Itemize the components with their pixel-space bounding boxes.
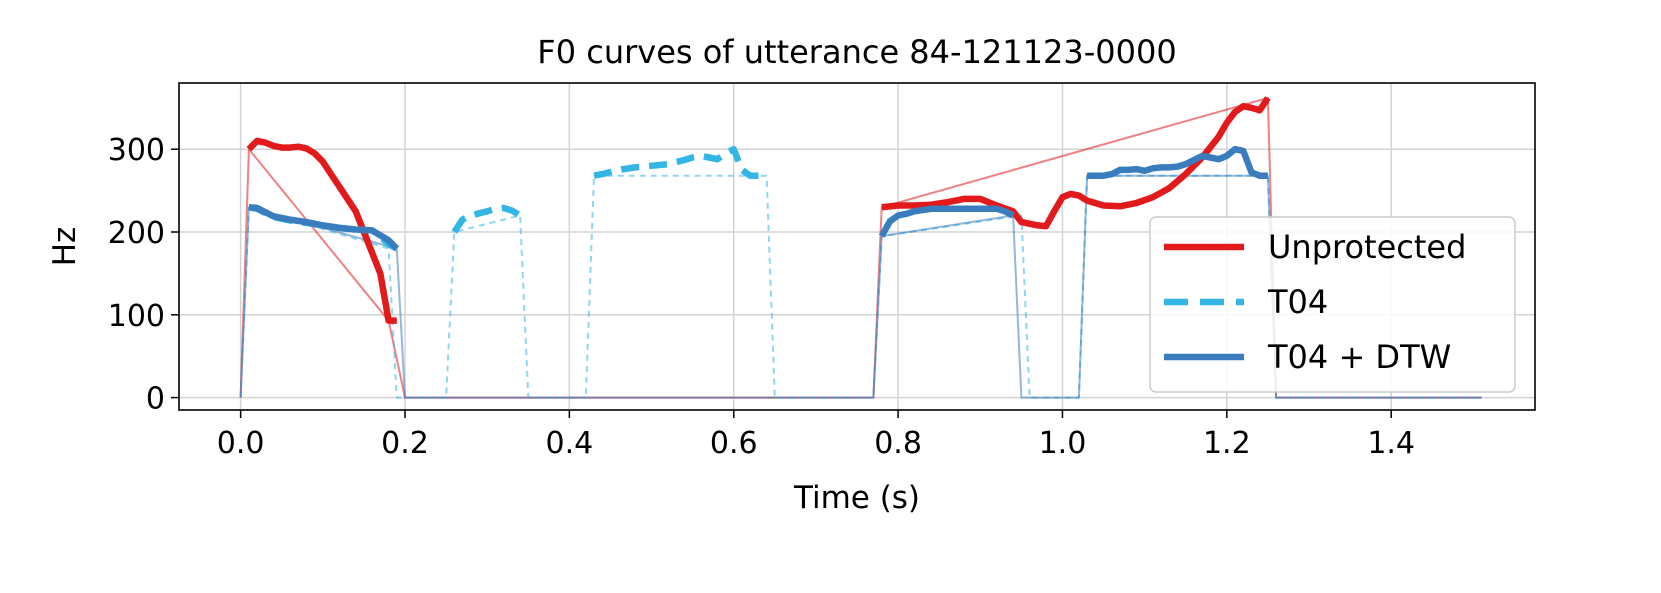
legend-label-unprotected: Unprotected [1268,228,1466,266]
x-axis-label: Time (s) [793,480,920,516]
legend: Unprotected T04 T04 + DTW [1149,216,1516,393]
series-t04-dtw-segment [1087,145,1268,179]
y-tick-label: 0 [146,382,165,417]
series-unprotected-segment [881,96,1271,230]
y-tick-label: 300 [108,133,165,168]
x-tick-label: 1.2 [1203,426,1251,461]
series-t04-full-line [239,174,1482,399]
y-tick-label: 200 [108,216,165,251]
x-tick-label: 0.8 [874,426,922,461]
x-tick-label: 0.6 [710,426,758,461]
legend-label-t04-dtw: T04 + DTW [1267,338,1451,376]
x-tick-label: 0.2 [381,426,429,461]
series-t04-segment [451,204,522,234]
legend-label-t04: T04 [1267,283,1328,321]
x-tick-label: 1.4 [1367,426,1415,461]
chart-title: F0 curves of utterance 84-121123-0000 [537,33,1176,71]
x-tick-label: 0.4 [546,426,594,461]
y-tick-label: 100 [108,299,165,334]
axis-ticks: 0.0 0.2 0.4 0.6 0.8 1.0 1.2 1.4 0 100 200 300 [108,133,1415,461]
series-t04-dtw-segment [878,205,1015,238]
y-axis-label: Hz [47,227,83,267]
series-t04-dtw-segment [248,203,400,251]
x-tick-label: 1.0 [1039,426,1087,461]
series-unprotected-segment [246,137,397,324]
plot-frame [178,82,1536,411]
legend-box [1149,216,1516,393]
series-t04-segment [593,145,759,179]
x-tick-label: 0.0 [217,426,265,461]
